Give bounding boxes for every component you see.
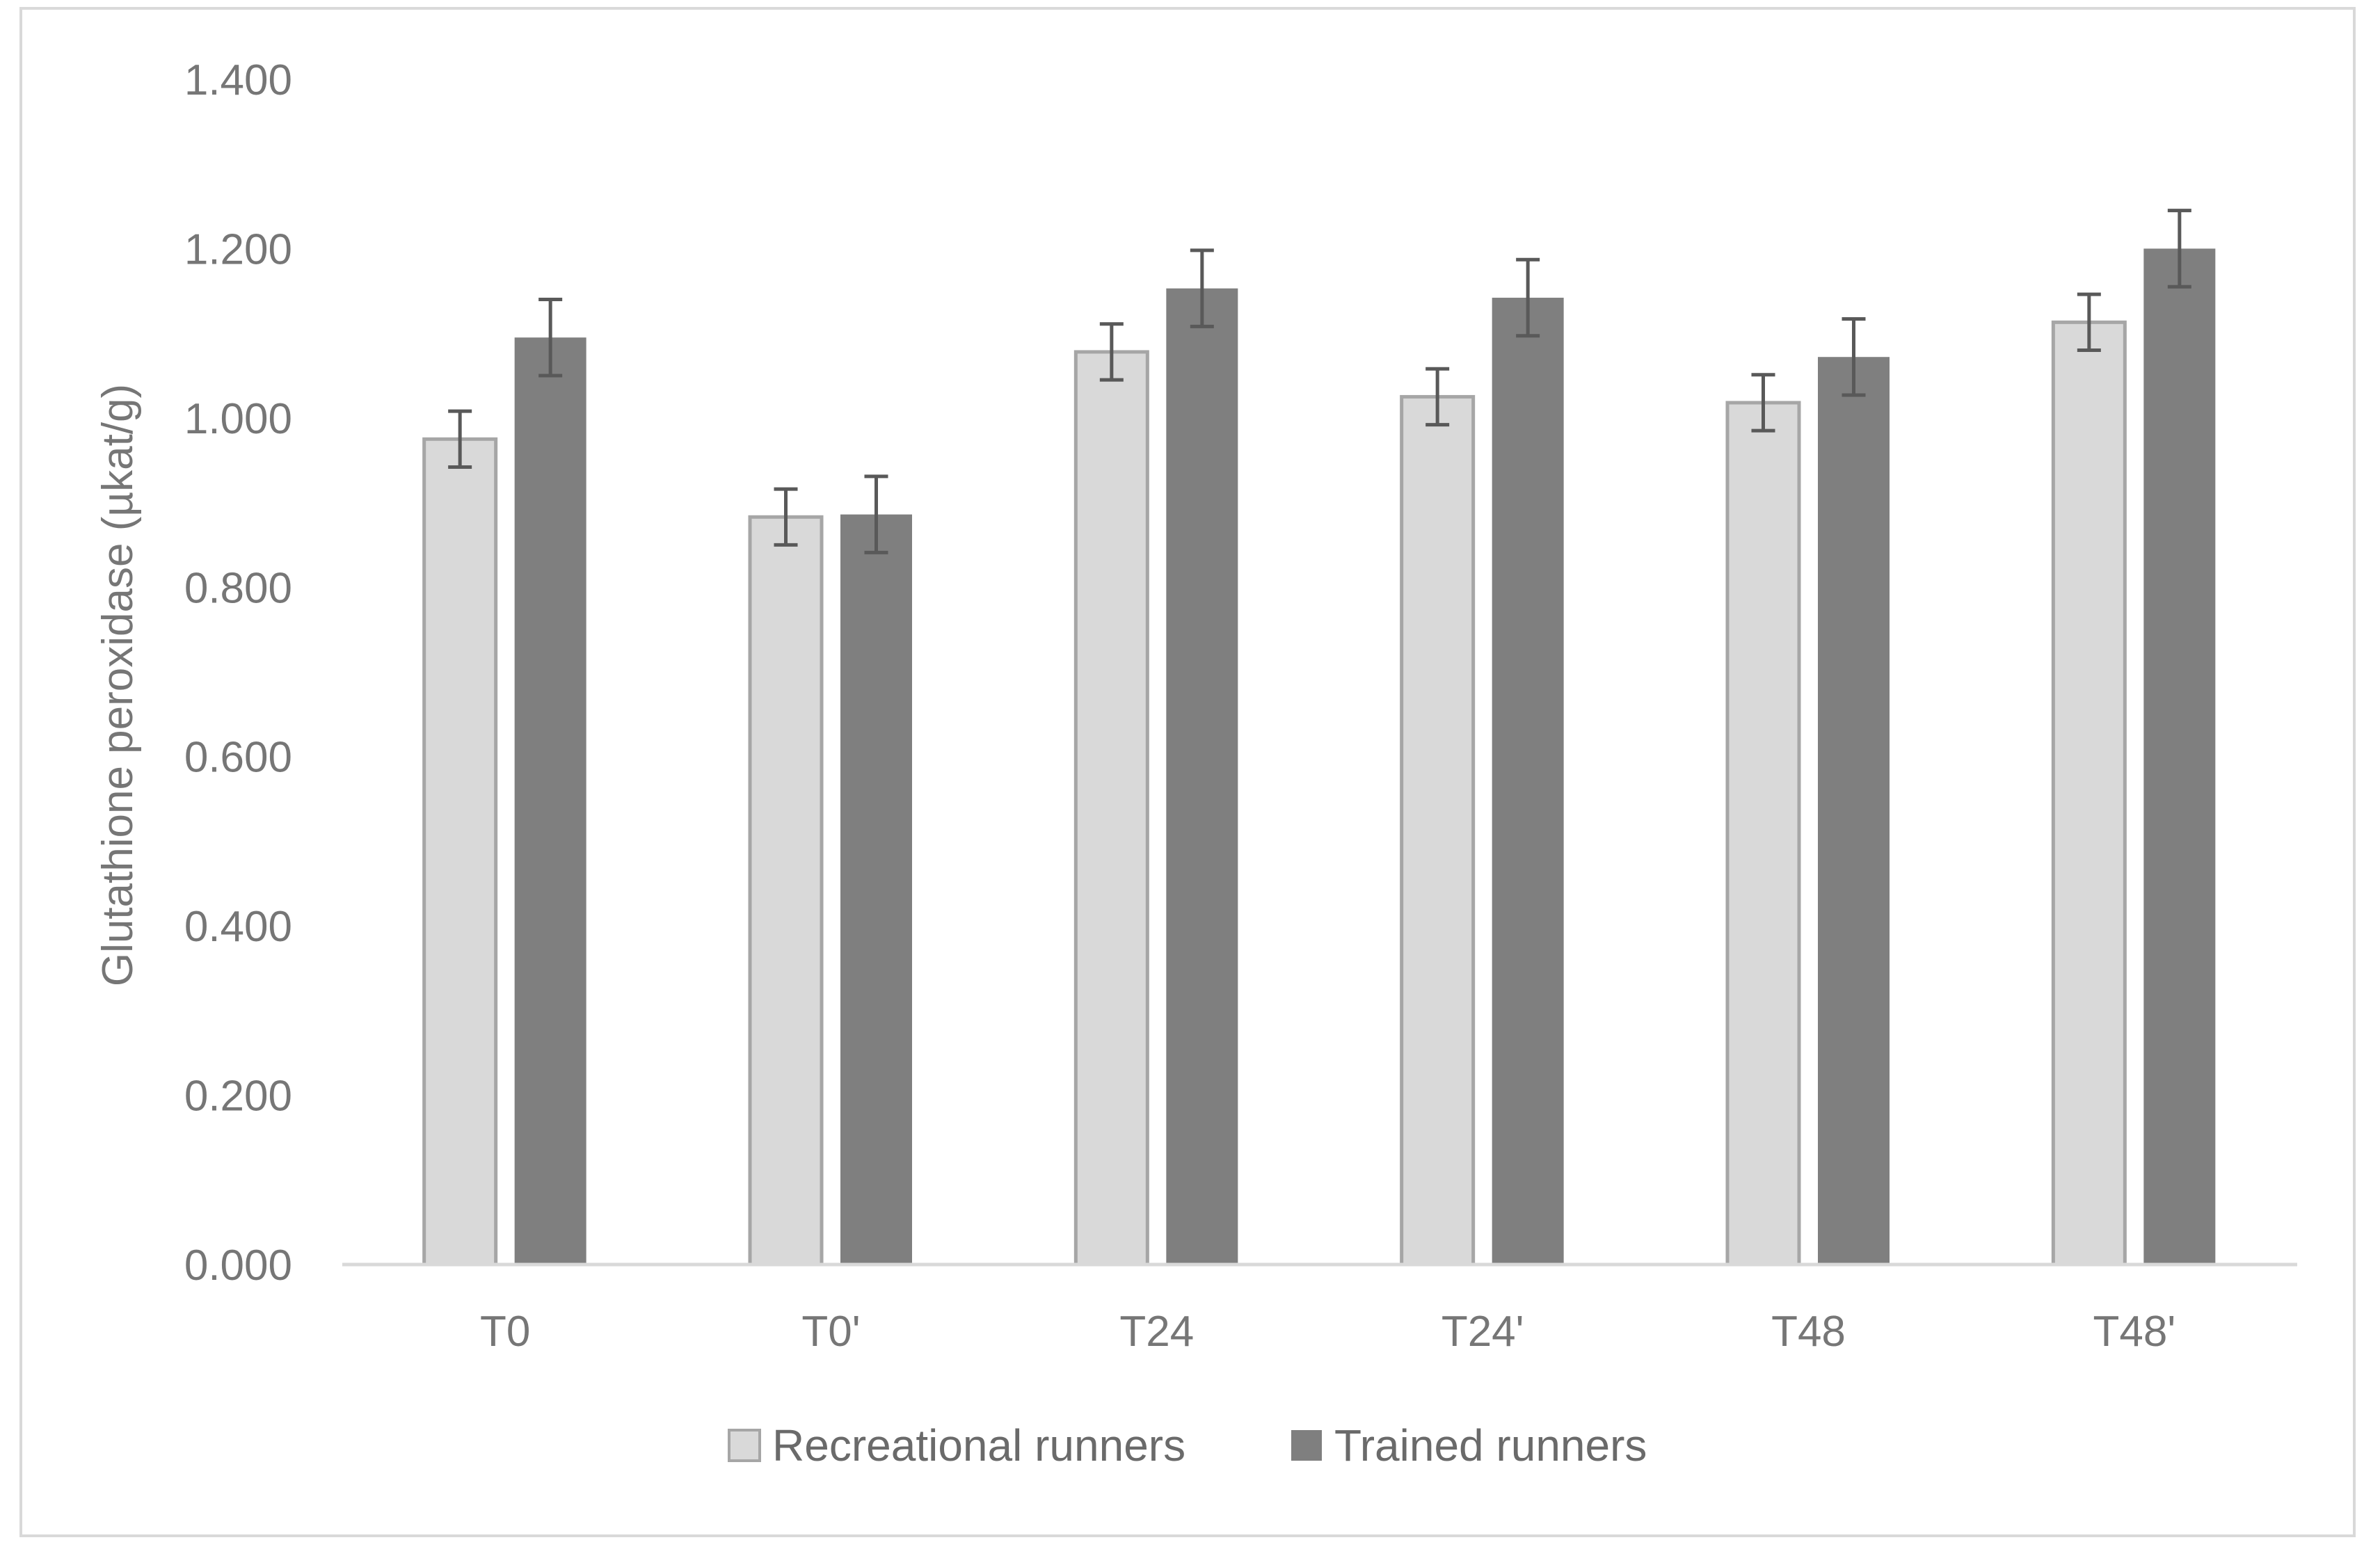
y-tick-label: 0.600	[184, 734, 292, 782]
legend-swatch-recreational	[728, 1429, 761, 1462]
y-tick-label: 0.400	[184, 903, 292, 951]
y-tick-label: 0.800	[184, 564, 292, 612]
x-axis-ticks: T0 T0' T24 T24' T48 T48'	[480, 1308, 2175, 1356]
bar-trained	[1818, 357, 1890, 1265]
x-tick-label: T24'	[1441, 1308, 1524, 1356]
bar-recreational	[748, 515, 824, 1267]
y-tick-label: 1.000	[184, 395, 292, 443]
y-tick-label: 0.200	[184, 1073, 292, 1121]
x-tick-label: T0	[480, 1308, 530, 1356]
legend: Recreational runners Trained runners	[728, 1420, 1647, 1470]
bar-trained	[840, 514, 912, 1265]
bars	[422, 248, 2216, 1267]
legend-label: Recreational runners	[772, 1420, 1185, 1470]
bar-recreational	[1073, 350, 1149, 1267]
legend-label: Trained runners	[1334, 1420, 1647, 1470]
bar-recreational	[1725, 401, 1801, 1267]
y-axis-title: Glutathione peroxidase (µkat/g)	[94, 384, 142, 986]
y-tick-label: 0.000	[184, 1242, 292, 1290]
x-tick-label: T48'	[2093, 1308, 2175, 1356]
bar-trained	[514, 337, 586, 1265]
y-axis-ticks: 0.000 0.200 0.400 0.600 0.800 1.000 1.200 1.400	[184, 56, 292, 1290]
bar-trained	[2143, 248, 2216, 1265]
bar-recreational	[422, 437, 498, 1267]
x-tick-label: T24	[1119, 1308, 1194, 1356]
bar-recreational	[2051, 320, 2127, 1267]
bar-trained	[1492, 298, 1564, 1265]
y-tick-label: 1.400	[184, 56, 292, 104]
x-tick-label: T0'	[801, 1308, 860, 1356]
error-bars	[448, 209, 2191, 554]
x-tick-label: T48	[1771, 1308, 1846, 1356]
bar-recreational	[1400, 394, 1476, 1267]
legend-swatch-trained	[1291, 1430, 1322, 1461]
y-tick-label: 1.200	[184, 225, 292, 273]
bar-trained	[1166, 288, 1238, 1265]
